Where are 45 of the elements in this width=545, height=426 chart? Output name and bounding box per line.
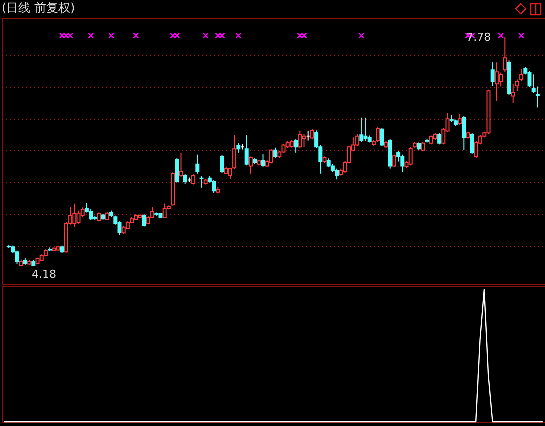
candlestick <box>458 114 462 126</box>
candlestick <box>462 116 466 151</box>
candlestick <box>183 174 188 185</box>
candlestick <box>76 210 81 225</box>
candlestick <box>335 168 340 180</box>
candlestick <box>421 142 426 152</box>
candlestick <box>200 176 204 188</box>
candlestick <box>360 117 364 143</box>
candlestick <box>244 134 249 166</box>
candlestick <box>364 117 368 142</box>
candlestick <box>499 72 504 88</box>
candlestick <box>192 174 196 186</box>
candlestick <box>310 128 314 140</box>
candlestick <box>511 84 516 104</box>
candlestick <box>261 154 266 168</box>
candlestick <box>179 152 184 178</box>
candlestick <box>376 126 380 143</box>
candlestick <box>162 203 167 219</box>
chart-title: (日线 前复权) <box>2 1 76 15</box>
candlestick <box>196 154 200 174</box>
candlestick <box>494 62 499 102</box>
candlestick <box>274 147 278 158</box>
candlestick <box>269 148 274 164</box>
candlestick <box>302 134 306 148</box>
candlestick <box>175 158 180 184</box>
candlestick <box>400 154 405 172</box>
candlestick <box>490 62 495 87</box>
candlestick <box>72 203 77 228</box>
annotation: 4.18 <box>32 268 56 281</box>
candlestick <box>236 142 241 154</box>
annotation: 7.78 <box>466 31 492 44</box>
candlestick <box>298 130 302 149</box>
candlestick <box>470 132 474 155</box>
candlestick <box>438 132 442 146</box>
candlestick <box>294 139 298 154</box>
candlestick <box>15 250 20 265</box>
candlestick <box>380 128 384 148</box>
candlestick <box>142 214 146 228</box>
candlestick <box>220 154 224 174</box>
candlestick <box>503 36 508 73</box>
candlestick <box>536 86 540 108</box>
candlestick <box>356 134 360 148</box>
candlestick <box>392 154 396 168</box>
candlestick <box>248 156 253 174</box>
candlestick <box>212 180 216 194</box>
